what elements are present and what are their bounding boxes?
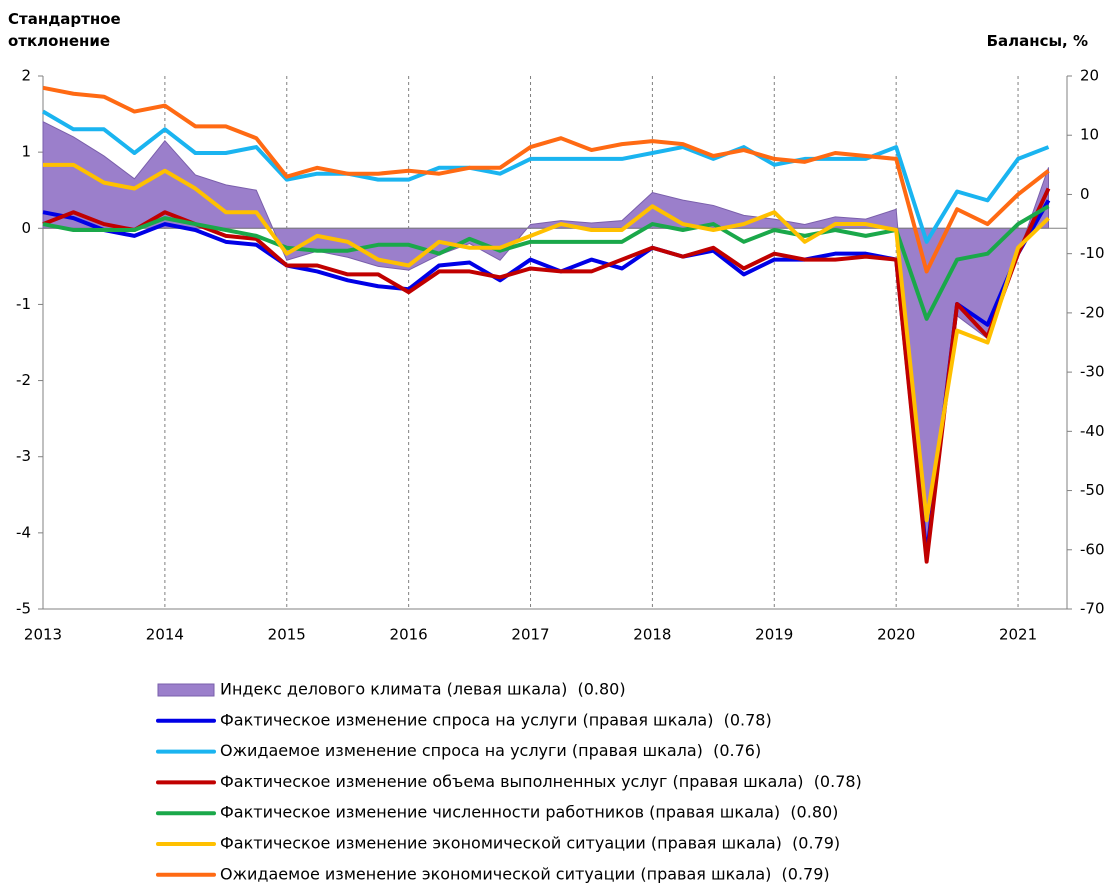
x-tick-label: 2018 bbox=[633, 626, 671, 644]
x-tick-label: 2020 bbox=[877, 626, 915, 644]
legend-label: Фактическое изменение экономической ситу… bbox=[220, 834, 840, 853]
x-tick-label: 2014 bbox=[146, 626, 184, 644]
y-tick-label: -5 bbox=[16, 600, 31, 618]
line bbox=[42, 85, 1050, 274]
legend-label: Ожидаемое изменение спроса на услуги (пр… bbox=[220, 741, 761, 760]
y-axis-title: Стандартное отклонение bbox=[8, 10, 121, 50]
legend-swatch bbox=[157, 683, 215, 697]
y2-tick-label: 0 bbox=[1080, 185, 1090, 203]
legend-label: Фактическое изменение объема выполненных… bbox=[220, 772, 862, 791]
y-tick-label: 0 bbox=[21, 219, 31, 237]
x-tick-label: 2019 bbox=[755, 626, 793, 644]
legend-label: Индекс делового климата (левая шкала) (0… bbox=[220, 680, 626, 699]
y2-tick-label: -60 bbox=[1080, 540, 1105, 558]
y-tick-label: -2 bbox=[16, 371, 31, 389]
y-tick-label: -3 bbox=[16, 447, 31, 465]
x-tick-label: 2013 bbox=[24, 626, 62, 644]
y2-tick-label: -70 bbox=[1080, 600, 1105, 618]
y-tick-label: 2 bbox=[21, 67, 31, 85]
line bbox=[42, 187, 1051, 564]
legend-label: Фактическое изменение численности работн… bbox=[220, 803, 838, 822]
y-tick-label: -4 bbox=[16, 523, 31, 541]
line bbox=[42, 204, 1050, 321]
y-tick-label: -1 bbox=[16, 295, 31, 313]
y2-tick-label: 20 bbox=[1080, 67, 1099, 85]
y2-tick-label: -40 bbox=[1080, 422, 1105, 440]
y2-axis-title: Балансы, % bbox=[986, 32, 1088, 50]
y2-tick-label: -10 bbox=[1080, 244, 1105, 262]
y2-tick-label: 10 bbox=[1080, 126, 1099, 144]
x-tick-label: 2016 bbox=[390, 626, 428, 644]
x-tick-label: 2017 bbox=[511, 626, 549, 644]
legend-label: Фактическое изменение спроса на услуги (… bbox=[220, 710, 772, 729]
line bbox=[43, 162, 1050, 523]
x-tick-label: 2021 bbox=[999, 626, 1037, 644]
line bbox=[41, 109, 1050, 244]
y2-tick-label: -50 bbox=[1080, 481, 1105, 499]
legend-label: Ожидаемое изменение экономической ситуац… bbox=[220, 864, 830, 883]
y2-tick-label: -30 bbox=[1080, 363, 1105, 381]
x-tick-label: 2015 bbox=[268, 626, 306, 644]
y-tick-label: 1 bbox=[21, 143, 31, 161]
y2-tick-label: -20 bbox=[1080, 303, 1105, 321]
